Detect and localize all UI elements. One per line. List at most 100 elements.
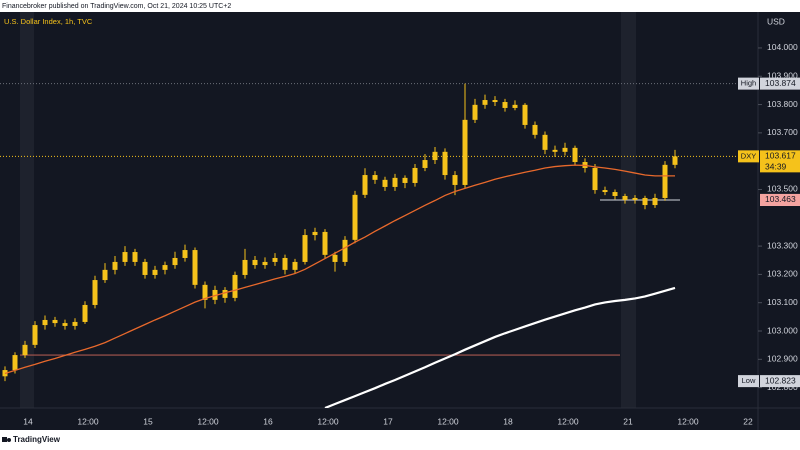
candle-body <box>562 147 568 152</box>
price-label: 103.463 <box>765 194 796 204</box>
x-tick-label: 21 <box>623 416 633 426</box>
candle-body <box>212 289 218 300</box>
candle-body <box>402 177 408 183</box>
candle-body <box>372 175 378 180</box>
price-label-name-box <box>738 375 759 388</box>
candle-body <box>452 175 458 185</box>
currency: USD <box>767 16 785 26</box>
candle-body <box>132 252 138 262</box>
x-tick-label: 17 <box>383 416 393 426</box>
candle-body <box>32 325 38 345</box>
candle-body <box>282 257 288 270</box>
session-band <box>621 12 636 408</box>
y-tick-label: 103.200 <box>767 269 798 279</box>
candle-body <box>342 239 348 262</box>
candle-body <box>242 259 248 275</box>
candle-body <box>22 344 28 356</box>
candle-body <box>552 149 558 152</box>
price-label-box <box>760 375 800 388</box>
candle-body <box>42 319 48 326</box>
x-tick-label: 14 <box>23 416 33 426</box>
candle-body <box>222 289 228 298</box>
price-label-name-box <box>738 77 759 90</box>
candle-body <box>662 164 668 198</box>
candle-body <box>442 151 448 176</box>
x-tick-label: 12:00 <box>677 416 699 426</box>
y-tick-label: 103.700 <box>767 127 798 137</box>
candle-body <box>202 284 208 300</box>
price-label: 103.617 <box>765 151 796 161</box>
moving-average <box>4 164 675 375</box>
candle-body <box>312 231 318 236</box>
y-tick-label: 103.000 <box>767 325 798 335</box>
plot <box>0 83 758 408</box>
candle-body <box>52 319 58 324</box>
y-tick-label: 104.000 <box>767 42 798 52</box>
x-tick-label: 12:00 <box>557 416 579 426</box>
candle-body <box>322 231 328 255</box>
candle-body <box>592 167 598 191</box>
countdown: 34:39 <box>765 162 787 172</box>
candle-body <box>392 177 398 187</box>
footer: TradingView <box>13 435 61 444</box>
y-tick-label: 102.900 <box>767 354 798 364</box>
candle-body <box>532 124 538 135</box>
candle-body <box>652 197 658 206</box>
price-label-box <box>760 193 800 206</box>
candle-body <box>72 321 78 326</box>
candle-body <box>632 197 638 200</box>
candle-body <box>542 134 548 150</box>
candle-body <box>192 250 198 285</box>
moving-average <box>324 286 676 408</box>
candle-body <box>492 100 498 103</box>
candle-body <box>172 257 178 266</box>
candle-body <box>422 160 428 168</box>
candle-body <box>612 192 618 196</box>
x-tick-label: 12:00 <box>77 416 99 426</box>
candle-body <box>122 252 128 262</box>
candle-body <box>482 100 488 105</box>
y-tick-label: 103.300 <box>767 240 798 250</box>
y-tick-label: 103.900 <box>767 71 798 81</box>
header: Financebroker published on TradingView.c… <box>2 3 231 10</box>
candle-body <box>302 235 308 262</box>
candle-body <box>602 190 608 193</box>
x-tick-label: 16 <box>263 416 273 426</box>
candle-body <box>382 179 388 187</box>
candle-body <box>82 304 88 322</box>
candle-body <box>502 102 508 108</box>
candle-body <box>102 269 108 281</box>
candle-body <box>142 261 148 275</box>
candle-body <box>332 254 338 262</box>
price-label-name: Low <box>742 376 756 385</box>
chart-background <box>0 12 800 430</box>
price-label-name: High <box>741 79 756 88</box>
x-tick-label: 22 <box>743 416 753 426</box>
session-band <box>20 12 34 408</box>
y-tick-label: 103.800 <box>767 99 798 109</box>
candle-body <box>92 280 98 305</box>
candle-body <box>232 274 238 298</box>
candle-body <box>362 175 368 195</box>
candle-body <box>152 269 158 275</box>
candle-body <box>412 167 418 183</box>
candle-body <box>62 323 68 326</box>
price-label-name: DXY <box>741 151 756 160</box>
candle-body <box>622 195 628 200</box>
y-tick-label: 103.100 <box>767 297 798 307</box>
candle-body <box>182 250 188 258</box>
candle-body <box>272 257 278 262</box>
candle-body <box>12 355 18 371</box>
y-tick-label: 103.500 <box>767 184 798 194</box>
candle-body <box>642 197 648 206</box>
price-label-box <box>760 77 800 90</box>
candle-body <box>252 259 258 266</box>
price-label-box <box>760 150 800 173</box>
x-tick-label: 12:00 <box>317 416 339 426</box>
price-label: 103.874 <box>765 78 796 88</box>
price-label-name-box <box>738 150 759 163</box>
x-tick-label: 12:00 <box>437 416 459 426</box>
candle-body <box>472 104 478 120</box>
